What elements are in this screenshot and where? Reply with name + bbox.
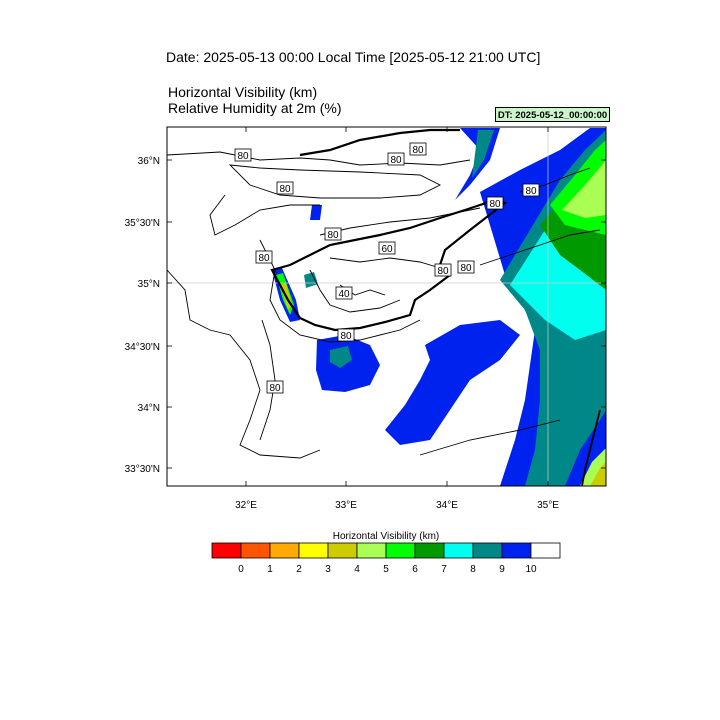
visibility-blob-south-1-teal [330, 346, 352, 368]
colorbar-tick-label: 8 [470, 564, 476, 575]
lat-label: 33°30'N [125, 464, 160, 475]
map-frame [166, 126, 607, 487]
colorbar-swatch [443, 542, 474, 559]
contour-label: 80 [489, 199, 501, 210]
dt-badge: DT: 2025-05-12_00:00:00 [495, 107, 610, 122]
longitude-axis [245, 127, 549, 486]
colorbar-swatch [240, 542, 271, 559]
lon-label: 32°E [235, 500, 257, 511]
map-plot-area: 80 80 80 80 80 80 80 80 80 60 80 40 80 8… [167, 127, 606, 486]
contour-label: 80 [237, 151, 249, 162]
contour-labels: 80 80 80 80 80 80 80 80 80 60 80 40 80 8… [234, 142, 540, 394]
contour-label: 40 [338, 289, 350, 300]
lat-label: 34°N [138, 403, 160, 414]
colorbar: 0 1 2 3 4 5 6 7 8 9 10 [211, 542, 561, 575]
contour-label: 80 [258, 253, 270, 264]
field-label-visibility: Horizontal Visibility (km) [168, 84, 318, 100]
colorbar-tick-label: 9 [499, 564, 505, 575]
colorbar-tick-label: 5 [383, 564, 389, 575]
contour-label: 80 [437, 266, 449, 277]
colorbar-swatch [414, 542, 445, 559]
lat-label: 34°30'N [125, 342, 160, 353]
colorbar-tick-label: 0 [238, 564, 244, 575]
levant-coastline [581, 409, 601, 486]
visibility-blob-south-2 [385, 320, 520, 445]
contour-label: 80 [390, 155, 402, 166]
visibility-band-5km [562, 160, 606, 218]
colorbar-swatch [211, 542, 242, 559]
colorbar-swatch [327, 542, 358, 559]
colorbar-tick-label: 2 [296, 564, 302, 575]
colorbar-swatch [530, 542, 561, 559]
colorbar-swatch [269, 542, 300, 559]
lon-label: 35°E [537, 500, 559, 511]
colorbar-tick-label: 3 [325, 564, 331, 575]
colorbar-swatch [298, 542, 329, 559]
contour-label: 80 [327, 230, 339, 241]
lon-label: 33°E [335, 500, 357, 511]
colorbar-swatch [472, 542, 503, 559]
contour-label: 60 [381, 244, 393, 255]
contour-label: 80 [525, 186, 537, 197]
contour-label: 80 [340, 331, 352, 342]
colorbar-swatch [356, 542, 387, 559]
contour-label: 80 [269, 383, 281, 394]
visibility-streak-north-teal [472, 130, 494, 178]
map-title-date: Date: 2025-05-13 00:00 Local Time [2025-… [166, 49, 541, 65]
colorbar-tick-label: 7 [441, 564, 447, 575]
colorbar-swatch [385, 542, 416, 559]
colorbar-tick-label: 4 [354, 564, 360, 575]
turkey-coastline [299, 128, 460, 157]
visibility-blob-south-1 [316, 335, 380, 392]
colorbar-tick-label: 10 [525, 564, 537, 575]
visibility-blob-small [310, 205, 322, 220]
rh-contours [167, 151, 601, 459]
lat-label: 35°30'N [125, 218, 160, 229]
colorbar-tick-label: 6 [412, 564, 418, 575]
lat-label: 35°N [138, 279, 160, 290]
graticule [167, 127, 606, 486]
latitude-axis [167, 159, 606, 469]
colorbar-swatch [501, 542, 532, 559]
contour-label: 80 [412, 145, 424, 156]
field-label-humidity: Relative Humidity at 2m (%) [168, 100, 342, 116]
colorbar-title: Horizontal Visibility (km) [333, 531, 440, 542]
colorbar-tick-label: 1 [267, 564, 273, 575]
contour-label: 80 [460, 263, 472, 274]
cyprus-coastline [270, 198, 508, 332]
contour-label: 80 [279, 184, 291, 195]
lat-label: 36°N [138, 156, 160, 167]
lon-label: 34°E [436, 500, 458, 511]
visibility-troodos-spot [304, 272, 318, 288]
